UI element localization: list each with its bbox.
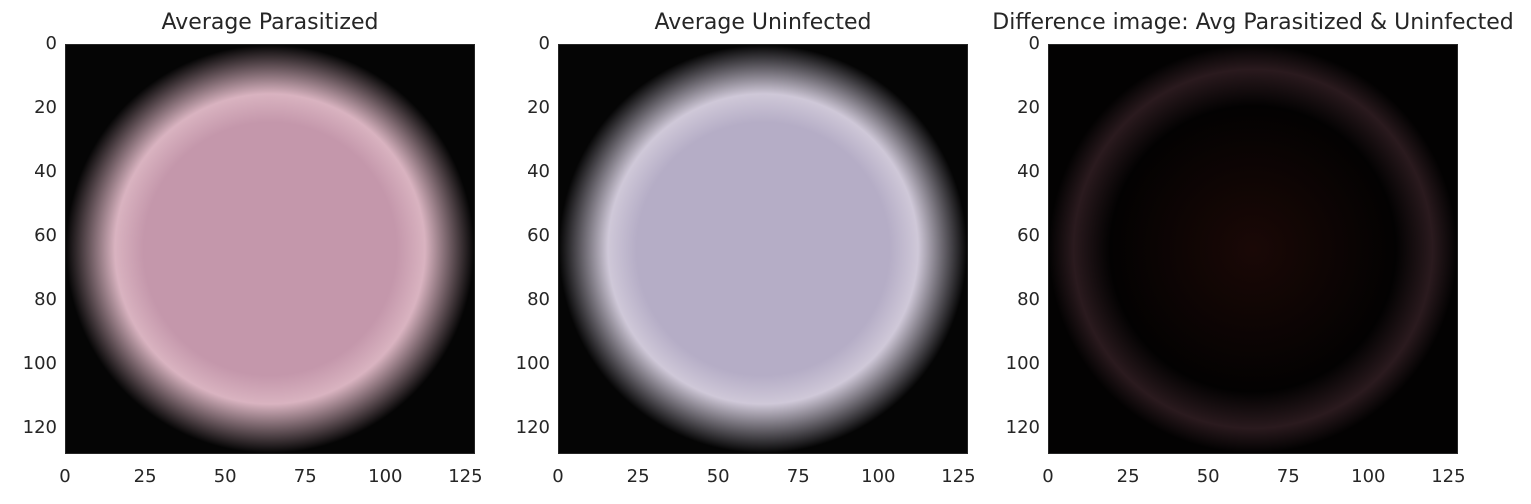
panel-title: Difference image: Avg Parasitized & Unin…	[992, 10, 1514, 35]
y-tick-label: 0	[1028, 33, 1040, 54]
y-tick-label: 40	[1017, 161, 1040, 183]
y-tick-label: 20	[527, 97, 550, 119]
image-plot-area	[558, 44, 968, 454]
y-tick-label: 20	[1017, 97, 1040, 119]
x-tick-label: 75	[293, 466, 317, 487]
average-parasitized-image	[66, 45, 474, 453]
x-tick-label: 25	[133, 466, 157, 487]
x-tick-label: 100	[861, 466, 896, 487]
x-tick-label: 50	[213, 466, 237, 487]
x-tick-label: 25	[626, 466, 650, 487]
x-tick-label: 25	[1116, 466, 1140, 487]
x-tick-label: 0	[552, 466, 564, 487]
x-tick-label: 75	[786, 466, 810, 487]
y-tick-label: 60	[34, 225, 57, 247]
x-tick-label: 75	[1276, 466, 1300, 487]
y-tick-label: 100	[22, 353, 57, 375]
difference-image	[1049, 45, 1457, 453]
y-tick-label: 120	[1005, 417, 1040, 439]
x-tick-label: 125	[941, 466, 976, 487]
y-tick-label: 80	[1017, 289, 1040, 311]
y-tick-label: 40	[34, 161, 57, 183]
x-tick-label: 50	[1196, 466, 1220, 487]
y-tick-label: 0	[45, 33, 57, 54]
panel-title: Average Parasitized	[161, 10, 379, 35]
y-tick-label: 20	[34, 97, 57, 119]
panel-average-parasitized: Average Parasitized 0 20 40 60 80 100 120 0 25 50…	[0, 0, 483, 504]
panel-average-uninfected: Average Uninfected 0 20 40 60 80 100 120 0 25 50 7…	[493, 0, 976, 504]
x-tick-label: 100	[1351, 466, 1386, 487]
y-tick-label: 40	[527, 161, 550, 183]
x-tick-label: 125	[448, 466, 483, 487]
image-plot-area	[65, 44, 475, 454]
y-tick-label: 100	[515, 353, 550, 375]
y-tick-label: 120	[515, 417, 550, 439]
y-tick-label: 60	[1017, 225, 1040, 247]
x-tick-label: 100	[368, 466, 403, 487]
panel-title: Average Uninfected	[654, 10, 872, 35]
x-tick-label: 50	[706, 466, 730, 487]
y-tick-label: 0	[538, 33, 550, 54]
average-uninfected-image	[559, 45, 967, 453]
panel-difference-image: Difference image: Avg Parasitized & Unin…	[983, 0, 1531, 504]
y-tick-label: 60	[527, 225, 550, 247]
y-tick-label: 80	[527, 289, 550, 311]
y-tick-label: 120	[22, 417, 57, 439]
y-tick-label: 100	[1005, 353, 1040, 375]
image-plot-area	[1048, 44, 1458, 454]
x-tick-label: 0	[1042, 466, 1054, 487]
x-tick-label: 125	[1431, 466, 1466, 487]
y-tick-label: 80	[34, 289, 57, 311]
x-tick-label: 0	[59, 466, 71, 487]
